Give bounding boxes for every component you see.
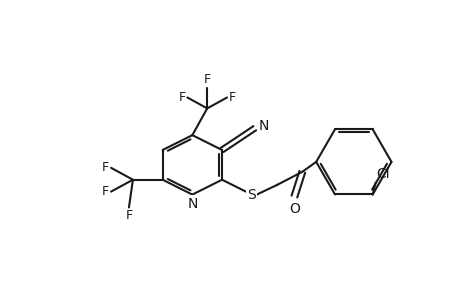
Text: F: F xyxy=(203,73,210,85)
Text: F: F xyxy=(125,209,132,222)
Text: F: F xyxy=(178,91,185,104)
Text: N: N xyxy=(258,119,269,133)
Text: S: S xyxy=(247,188,256,202)
Text: F: F xyxy=(102,185,109,198)
Text: F: F xyxy=(229,91,235,104)
Text: O: O xyxy=(288,202,299,215)
Text: N: N xyxy=(187,196,197,211)
Text: F: F xyxy=(102,161,109,174)
Text: Cl: Cl xyxy=(376,167,389,181)
